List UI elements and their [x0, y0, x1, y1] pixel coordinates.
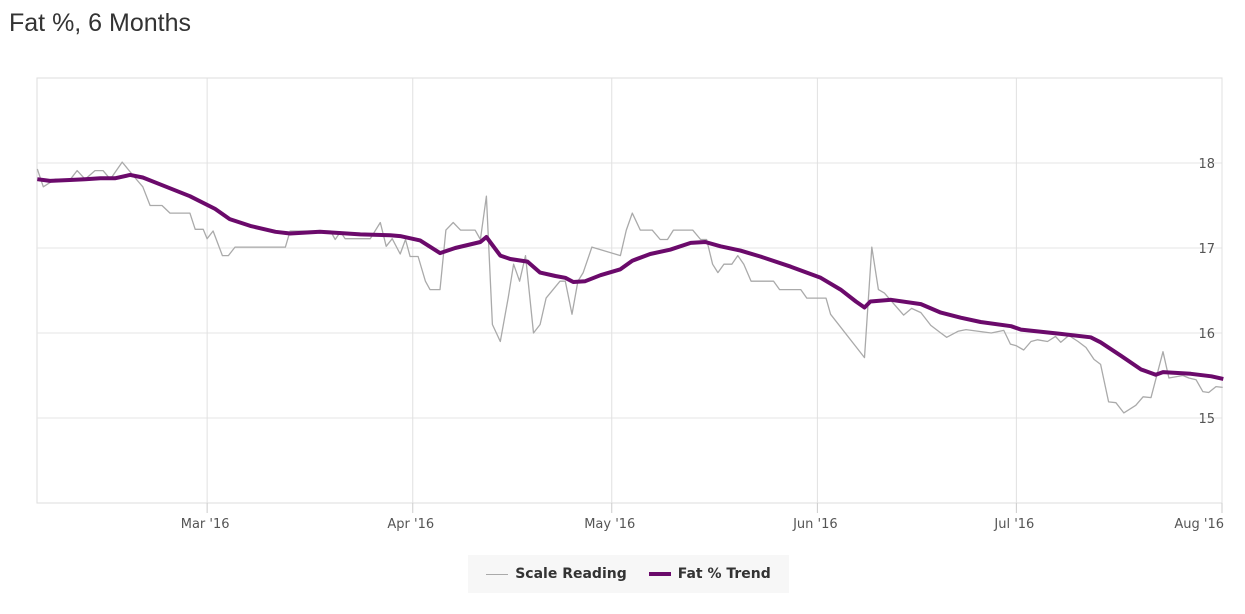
legend-item-scale-reading[interactable]: Scale Reading [486, 566, 627, 582]
fat-trend-line [37, 172, 1224, 381]
plot-area [36, 77, 1223, 504]
legend: Scale Reading Fat % Trend [468, 555, 789, 593]
scale-reading-line [36, 161, 1223, 414]
y-tick-label: 17 [1198, 242, 1215, 257]
x-tick-label: Aug '16 [1174, 517, 1224, 532]
legend-label: Fat % Trend [677, 566, 771, 582]
y-tick-label: 15 [1198, 412, 1215, 427]
y-tick-label: 16 [1198, 327, 1215, 342]
x-tick-label: Mar '16 [181, 517, 230, 532]
x-tick-label: Jun '16 [792, 517, 838, 532]
legend-swatch-fat-trend [648, 572, 671, 576]
x-tick-label: Apr '16 [387, 517, 434, 532]
legend-item-fat-trend[interactable]: Fat % Trend [648, 566, 771, 582]
x-tick-label: May '16 [584, 517, 635, 532]
legend-label: Scale Reading [515, 566, 627, 582]
chart-title: Fat %, 6 Months [9, 9, 192, 37]
x-tick-label: Jul '16 [993, 517, 1034, 532]
legend-swatch-scale-reading [486, 573, 509, 575]
y-tick-label: 18 [1198, 157, 1215, 172]
